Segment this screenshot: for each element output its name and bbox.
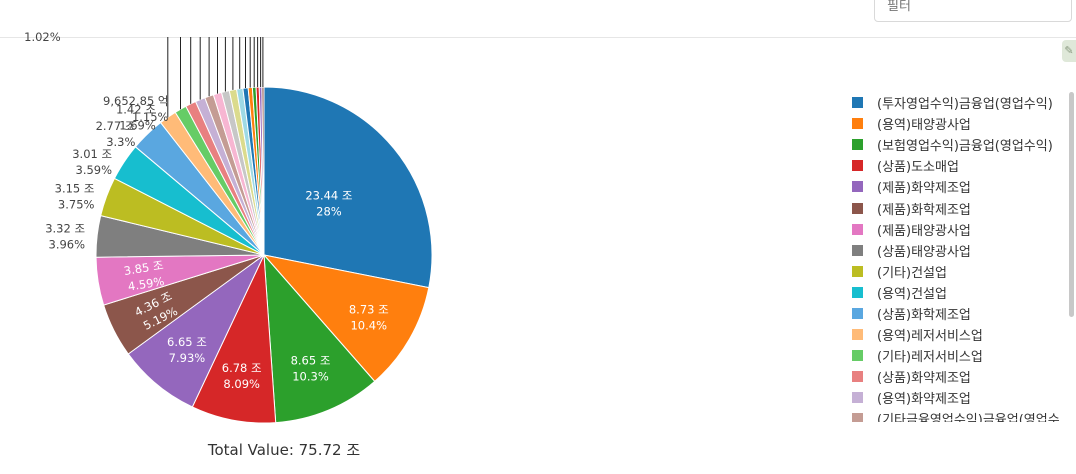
legend-item[interactable]: (보험영업수익)금융업(영업수익): [848, 134, 1070, 155]
legend-swatch: [852, 160, 863, 172]
legend-label: (투자영업수익)금융업(영업수익): [877, 97, 1053, 113]
legend-item[interactable]: (기타)건설업: [848, 261, 1070, 282]
legend-item[interactable]: (용역)건설업: [848, 282, 1070, 303]
slice-percent-label: 1.69%: [119, 118, 156, 132]
legend-label: (상품)화약제조업: [877, 371, 971, 387]
slice-value-label: 3.15 조: [55, 182, 95, 196]
legend-label: (보험영업수익)금융업(영업수익): [877, 139, 1053, 155]
legend-label: (제품)화약제조업: [877, 181, 971, 197]
legend-item[interactable]: (용역)태양광사업: [848, 113, 1070, 134]
chart-legend: (투자영업수익)금융업(영업수익) (용역)태양광사업 (보험영업수익)금융업(영업…: [848, 92, 1070, 422]
legend-item[interactable]: (기타금융영업수익)금융업(영업수: [848, 408, 1070, 422]
legend-item[interactable]: (제품)화학제조업: [848, 197, 1070, 218]
legend-item[interactable]: (제품)화약제조업: [848, 176, 1070, 197]
legend-swatch: [852, 392, 863, 404]
slice-value-label: 3.85 조: [123, 258, 165, 278]
legend-item[interactable]: (기타)레저서비스업: [848, 345, 1070, 366]
slice-percent-label: 1.15%: [132, 110, 169, 124]
legend-label: (상품)도소매업: [877, 160, 959, 176]
filter-input[interactable]: [885, 0, 1069, 19]
legend-swatch: [852, 413, 863, 422]
legend-label: (상품)화학제조업: [877, 307, 971, 323]
legend-label: (제품)화학제조업: [877, 202, 971, 218]
legend-swatch: [852, 286, 863, 298]
slice-percent-label: 10.4%: [350, 318, 387, 332]
legend-item[interactable]: (상품)태양광사업: [848, 240, 1070, 261]
total-value-label: Total Value: 75.72 조: [207, 441, 361, 459]
legend-swatch: [852, 97, 863, 109]
pie-slice[interactable]: [262, 254, 430, 383]
slice-percent-label: 3.59%: [76, 163, 113, 177]
legend-swatch: [852, 307, 863, 319]
slice-value-label: 2.77 조: [96, 119, 136, 133]
slice-percent-label: 28%: [316, 205, 342, 219]
legend-swatch: [852, 329, 863, 341]
legend-swatch: [852, 118, 863, 130]
slice-value-label: 3.01 조: [72, 147, 112, 161]
pie-chart: 23.44 조 28% 8.73 조 10.4% 8.65 조 10.3% 6.78 조 8.…: [24, 30, 433, 424]
slice-value-label: 3.32 조: [45, 221, 85, 235]
legend-label: (용역)건설업: [877, 286, 947, 302]
slice-percent-label: 1.02%: [24, 30, 61, 44]
top-bar: [0, 0, 1076, 38]
legend-item[interactable]: (용역)레저서비스업: [848, 324, 1070, 345]
slice-value-label: 8.65 조: [291, 354, 331, 368]
slice-percent-label: 3.3%: [106, 135, 135, 149]
legend-label: (용역)레저서비스업: [877, 329, 983, 345]
pie-slice[interactable]: [261, 86, 265, 256]
legend-swatch: [852, 265, 863, 277]
slice-percent-label: 7.93%: [169, 351, 206, 365]
legend-label: (기타)건설업: [877, 265, 947, 281]
legend-item[interactable]: (상품)화약제조업: [848, 366, 1070, 387]
legend-swatch: [852, 223, 863, 235]
legend-item[interactable]: (상품)화학제조업: [848, 303, 1070, 324]
slice-value-label: 1.42 조: [116, 102, 156, 116]
legend-label: (용역)태양광사업: [877, 118, 971, 134]
legend-label: (상품)태양광사업: [877, 244, 971, 260]
legend-label: (제품)태양광사업: [877, 223, 971, 239]
slice-percent-label: 3.96%: [49, 237, 86, 251]
slice-percent-label: 10.3%: [292, 370, 329, 384]
legend-swatch: [852, 350, 863, 362]
legend-item[interactable]: (상품)도소매업: [848, 155, 1070, 176]
edit-icon[interactable]: ✎: [1062, 40, 1076, 62]
slice-value-label: 8.73 조: [349, 302, 389, 316]
slice-percent-label: 4.59%: [127, 274, 165, 294]
legend-label: (용역)화약제조업: [877, 392, 971, 408]
pie-slice[interactable]: [263, 86, 433, 289]
legend-swatch: [852, 371, 863, 383]
legend-swatch: [852, 244, 863, 256]
legend-swatch: [852, 139, 863, 151]
filter-box[interactable]: [874, 0, 1072, 22]
slice-value-label: 6.78 조: [222, 361, 262, 375]
pie-slice[interactable]: [263, 253, 376, 424]
slice-percent-label: 3.75%: [58, 198, 95, 212]
legend-item[interactable]: (용역)화약제조업: [848, 387, 1070, 408]
slice-value-label: 6.65 조: [167, 335, 207, 349]
slice-value-label: 9,652.85 억: [103, 94, 168, 108]
legend-label: (기타)레저서비스업: [877, 350, 983, 366]
legend-label: (기타금융영업수익)금융업(영업수: [877, 413, 1060, 422]
legend-item[interactable]: (제품)태양광사업: [848, 219, 1070, 240]
legend-swatch: [852, 202, 863, 214]
slice-value-label: 23.44 조: [305, 189, 352, 203]
legend-item[interactable]: (투자영업수익)금융업(영업수익): [848, 92, 1070, 113]
legend-scrollbar[interactable]: [1069, 92, 1074, 317]
legend-swatch: [852, 181, 863, 193]
slice-percent-label: 8.09%: [223, 377, 260, 391]
